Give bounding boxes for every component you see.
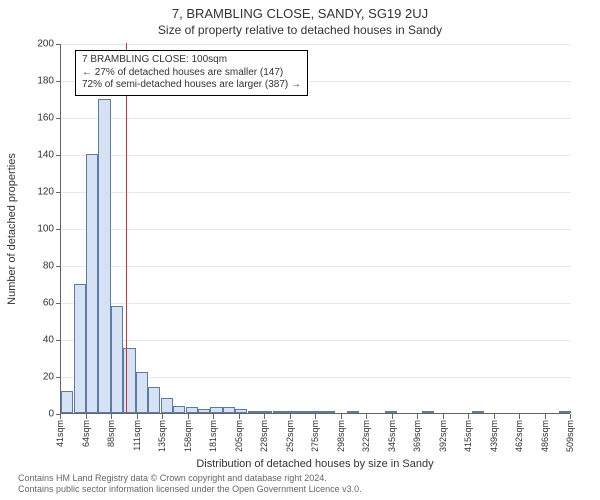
xtick-label: 322sqm: [361, 420, 371, 452]
xtick-mark: [570, 414, 571, 419]
xtick-label: 41sqm: [55, 420, 65, 447]
ytick-label: 60: [24, 298, 54, 309]
xtick-mark: [239, 414, 240, 419]
xtick-mark: [111, 414, 112, 419]
xtick-mark: [494, 414, 495, 419]
xtick-label: 275sqm: [310, 420, 320, 452]
histogram-bar: [86, 154, 98, 413]
annotation-line-1: 7 BRAMBLING CLOSE: 100sqm: [82, 54, 301, 67]
xtick-mark: [213, 414, 214, 419]
xtick-label: 462sqm: [514, 420, 524, 452]
xtick-label: 439sqm: [489, 420, 499, 452]
xtick-label: 415sqm: [463, 420, 473, 452]
xtick-label: 252sqm: [285, 420, 295, 452]
histogram-bar: [285, 411, 297, 413]
plot-region: 7 BRAMBLING CLOSE: 100sqm ← 27% of detac…: [60, 44, 570, 414]
histogram-bar: [472, 411, 484, 413]
ytick-label: 160: [24, 113, 54, 124]
histogram-bar: [186, 407, 198, 413]
histogram-bar: [223, 407, 235, 413]
xtick-mark: [137, 414, 138, 419]
xtick-label: 392sqm: [438, 420, 448, 452]
xtick-mark: [443, 414, 444, 419]
ytick-label: 140: [24, 150, 54, 161]
xtick-label: 298sqm: [336, 420, 346, 452]
histogram-bar: [310, 411, 322, 413]
histogram-bar: [148, 387, 160, 413]
ytick-label: 20: [24, 372, 54, 383]
histogram-bar: [198, 409, 210, 413]
footer: Contains HM Land Registry data © Crown c…: [18, 473, 362, 496]
histogram-bar: [260, 411, 272, 413]
x-axis-label: Distribution of detached houses by size …: [60, 458, 570, 470]
xtick-label: 228sqm: [259, 420, 269, 452]
xtick-mark: [417, 414, 418, 419]
ytick-label: 180: [24, 76, 54, 87]
histogram-bar: [173, 406, 185, 413]
footer-line-1: Contains HM Land Registry data © Crown c…: [18, 473, 362, 485]
xtick-label: 88sqm: [106, 420, 116, 447]
histogram-bar: [136, 372, 148, 413]
footer-line-2: Contains public sector information licen…: [18, 484, 362, 496]
histogram-bar: [61, 391, 73, 413]
xtick-mark: [290, 414, 291, 419]
histogram-bar: [235, 409, 247, 413]
histogram-bar: [559, 411, 571, 413]
ytick-label: 0: [24, 409, 54, 420]
xtick-label: 158sqm: [183, 420, 193, 452]
histogram-bar: [74, 284, 86, 414]
bars-container: [61, 43, 571, 413]
xtick-mark: [341, 414, 342, 419]
xtick-label: 509sqm: [565, 420, 575, 452]
page-title: 7, BRAMBLING CLOSE, SANDY, SG19 2UJ: [0, 0, 600, 21]
chart-area: Number of detached properties 7 BRAMBLIN…: [60, 44, 570, 414]
histogram-bar: [347, 411, 359, 413]
histogram-bar: [111, 306, 123, 413]
histogram-bar: [273, 411, 285, 413]
ytick-label: 100: [24, 224, 54, 235]
xtick-label: 369sqm: [412, 420, 422, 452]
histogram-bar: [210, 407, 222, 413]
xtick-label: 205sqm: [234, 420, 244, 452]
property-marker-line: [126, 43, 128, 413]
y-axis-label: Number of detached properties: [6, 153, 18, 305]
xtick-label: 181sqm: [208, 420, 218, 452]
annotation-box: 7 BRAMBLING CLOSE: 100sqm ← 27% of detac…: [75, 50, 308, 96]
annotation-line-3: 72% of semi-detached houses are larger (…: [82, 79, 301, 92]
ytick-label: 80: [24, 261, 54, 272]
xtick-mark: [60, 414, 61, 419]
xtick-label: 64sqm: [81, 420, 91, 447]
xtick-mark: [366, 414, 367, 419]
histogram-bar: [385, 411, 397, 413]
xtick-mark: [468, 414, 469, 419]
xtick-mark: [162, 414, 163, 419]
histogram-bar: [297, 411, 309, 413]
histogram-bar: [98, 99, 110, 414]
histogram-bar: [322, 411, 334, 413]
ytick-label: 200: [24, 39, 54, 50]
xtick-mark: [519, 414, 520, 419]
xtick-mark: [392, 414, 393, 419]
ytick-label: 40: [24, 335, 54, 346]
xtick-mark: [545, 414, 546, 419]
histogram-bar: [248, 411, 260, 413]
xtick-mark: [188, 414, 189, 419]
histogram-bar: [161, 398, 173, 413]
xtick-mark: [264, 414, 265, 419]
histogram-bar: [422, 411, 434, 413]
xtick-label: 486sqm: [540, 420, 550, 452]
xtick-mark: [315, 414, 316, 419]
xtick-mark: [86, 414, 87, 419]
page-subtitle: Size of property relative to detached ho…: [0, 21, 600, 37]
annotation-line-2: ← 27% of detached houses are smaller (14…: [82, 67, 301, 80]
ytick-label: 120: [24, 187, 54, 198]
xtick-label: 135sqm: [157, 420, 167, 452]
xtick-label: 111sqm: [132, 420, 142, 451]
xtick-label: 345sqm: [387, 420, 397, 452]
